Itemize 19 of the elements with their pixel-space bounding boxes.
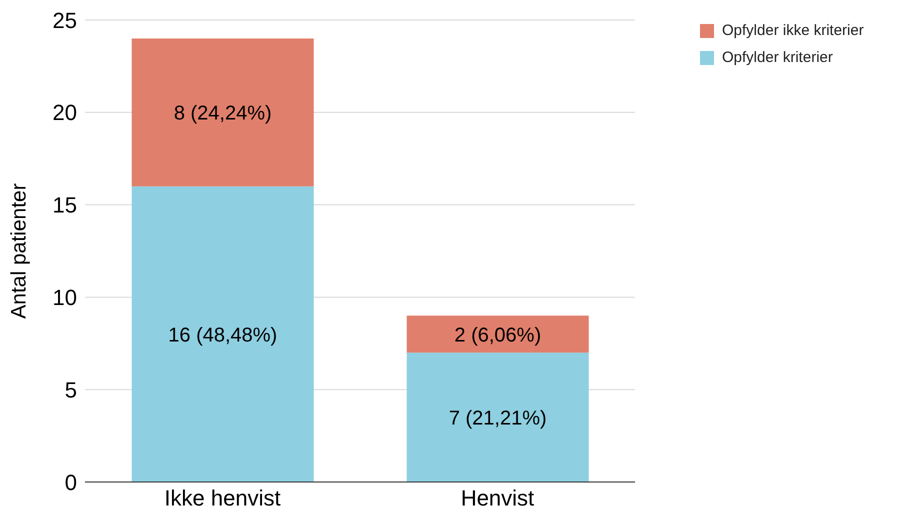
- x-tick-label: Ikke henvist: [164, 486, 281, 511]
- legend-label: Opfylder ikke kriterier: [722, 22, 864, 39]
- data-label: 8 (24,24%): [174, 102, 272, 124]
- data-label: 2 (6,06%): [454, 324, 542, 346]
- y-tick-label: 20: [52, 100, 77, 126]
- y-axis-title: Antal patienter: [7, 183, 30, 319]
- bar: [406, 352, 589, 482]
- bar: [406, 316, 589, 353]
- y-tick-label: 15: [52, 192, 77, 218]
- x-tick-label: Henvist: [460, 486, 534, 511]
- data-label: 7 (21,21%): [448, 407, 547, 430]
- y-tick-label: 25: [52, 8, 77, 33]
- y-tick-label: 10: [52, 285, 77, 310]
- bar: [132, 38, 314, 186]
- bar: [132, 186, 314, 482]
- data-label: 16 (48,48%): [168, 324, 278, 346]
- y-tick-label: 5: [64, 377, 77, 402]
- y-tick-label: 0: [64, 470, 77, 495]
- legend-label: Opfylder kriterier: [722, 49, 833, 66]
